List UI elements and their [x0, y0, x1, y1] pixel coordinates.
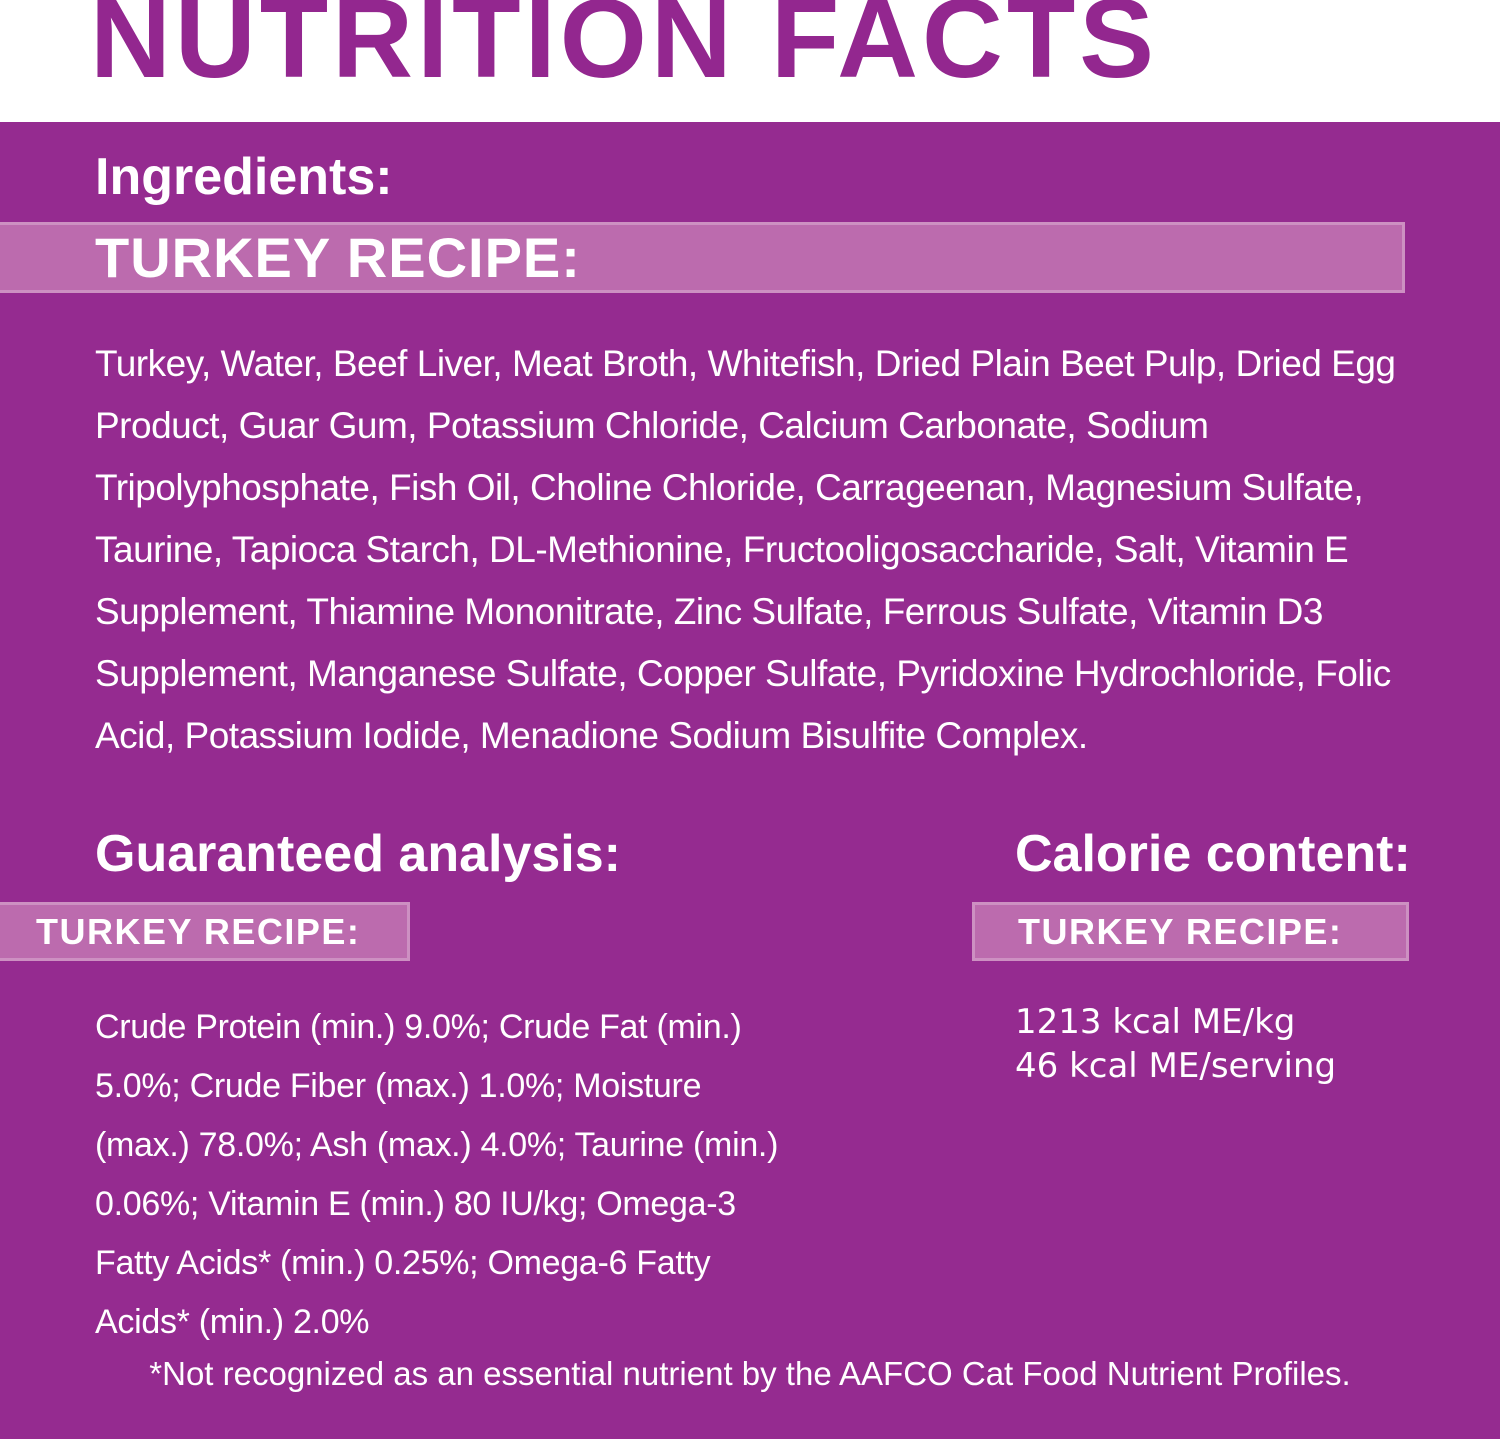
calorie-content-values: 1213 kcal ME/kg 46 kcal ME/serving	[1015, 1000, 1336, 1088]
guaranteed-analysis-recipe-band: TURKEY RECIPE:	[0, 902, 410, 961]
calorie-content-recipe-band: TURKEY RECIPE:	[972, 902, 1409, 961]
header-band: NUTRITION FACTS	[0, 0, 1500, 122]
ingredients-recipe-label: TURKEY RECIPE:	[95, 226, 581, 289]
ingredients-heading: Ingredients:	[95, 148, 393, 206]
calorie-line-2: 46 kcal ME/serving	[1015, 1046, 1337, 1086]
ingredients-recipe-band: TURKEY RECIPE:	[0, 222, 1405, 293]
guaranteed-analysis-heading: Guaranteed analysis:	[95, 825, 621, 883]
calorie-content-recipe-label: TURKEY RECIPE:	[1018, 910, 1343, 952]
page-title: NUTRITION FACTS	[90, 0, 1158, 101]
guaranteed-analysis-text: Crude Protein (min.) 9.0%; Crude Fat (mi…	[95, 1008, 779, 1341]
footnote: *Not recognized as an essential nutrient…	[149, 1355, 1351, 1392]
calorie-line-1: 1213 kcal ME/kg	[1015, 1002, 1296, 1042]
calorie-content-heading: Calorie content:	[1015, 825, 1411, 883]
guaranteed-analysis-recipe-label: TURKEY RECIPE:	[36, 910, 361, 952]
ingredients-text: Turkey, Water, Beef Liver, Meat Broth, W…	[95, 343, 1396, 756]
